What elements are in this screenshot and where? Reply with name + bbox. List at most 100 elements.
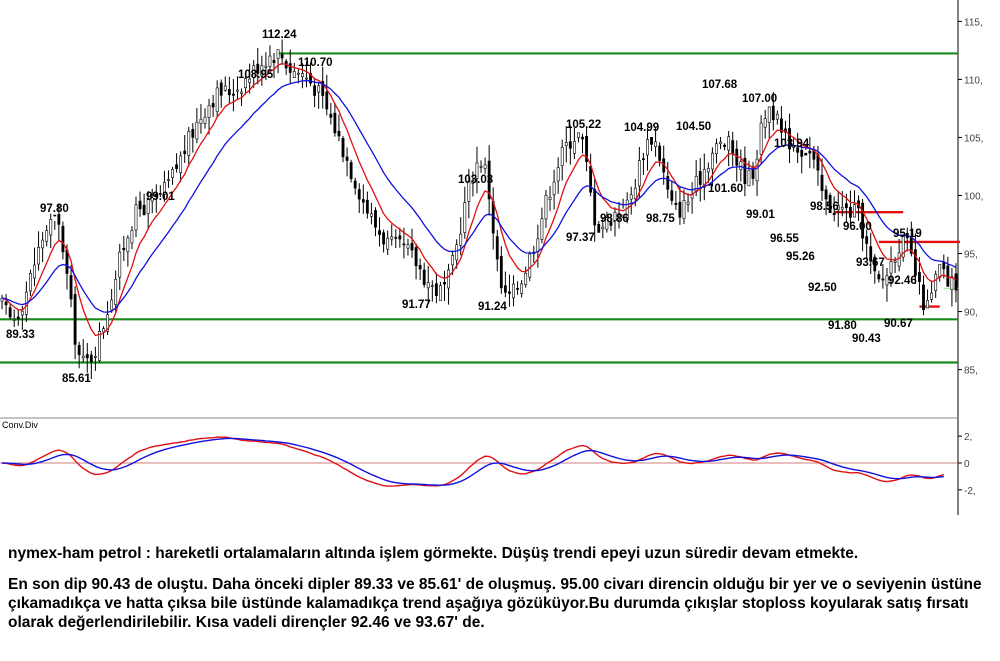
candle-body [292, 71, 296, 78]
candle-body [16, 316, 20, 320]
commentary-detail: En son dip 90.43 de oluştu. Daha önceki … [8, 576, 982, 631]
candle-body [844, 203, 848, 209]
candle-body [893, 260, 897, 263]
candle-body [317, 85, 321, 93]
oscillator-title: Conv.Div [2, 420, 38, 430]
candle-body [877, 274, 881, 280]
price-annotation: 91.77 [402, 299, 431, 311]
candle-body [223, 85, 227, 91]
candle-body [581, 136, 584, 140]
candle-body [609, 221, 613, 226]
candle-body [670, 190, 674, 201]
candle-body [800, 149, 804, 157]
candle-body [53, 214, 57, 217]
candle-body [455, 244, 459, 261]
candle-body [207, 105, 211, 118]
candle-body [98, 331, 101, 361]
candle-body [118, 251, 122, 278]
price-annotation: 89.33 [6, 329, 35, 341]
candle-body [568, 141, 572, 149]
candle-body [268, 55, 272, 67]
candle-body [499, 255, 503, 289]
signal-line [1, 437, 944, 486]
candle-body [840, 207, 844, 210]
candle-body [646, 139, 649, 156]
candle-body [382, 232, 386, 245]
candle-body [715, 143, 718, 155]
candle-body [512, 283, 515, 299]
candle-body [280, 54, 284, 59]
candle-body [296, 72, 300, 75]
candle-body [739, 161, 743, 171]
candle-body [357, 189, 361, 200]
candle-body [203, 116, 207, 124]
candle-body [459, 233, 463, 246]
candle-body [102, 328, 105, 333]
candle-body [353, 180, 357, 189]
candle-body [8, 307, 12, 318]
candle-body [678, 201, 682, 218]
candle-body [219, 82, 223, 96]
candle-body [861, 202, 865, 239]
candle-body [913, 249, 917, 276]
candle-body [796, 147, 800, 153]
candle-body [585, 136, 588, 162]
candle-body [463, 202, 467, 233]
price-annotation: 97.37 [566, 232, 595, 244]
price-annotation: 85.61 [62, 373, 91, 385]
candle-body [325, 91, 329, 110]
price-annotation: 107.00 [742, 93, 777, 105]
candle-body [77, 344, 81, 356]
candle-body [788, 128, 791, 150]
candle-body [885, 275, 889, 286]
candle-body [471, 180, 475, 184]
candle-body [950, 276, 954, 290]
candle-body [743, 157, 747, 185]
candle-body [57, 214, 61, 225]
candle-body [516, 287, 519, 290]
candle-body [337, 130, 341, 137]
candle-body [747, 169, 751, 187]
candle-body [577, 132, 580, 138]
candle-body [199, 118, 203, 124]
price-annotation: 98.56 [810, 201, 839, 213]
candle-body [386, 237, 390, 250]
candle-body [926, 300, 929, 309]
candle-body [451, 255, 455, 266]
candle-body [621, 214, 625, 218]
price-annotation: 104.50 [676, 121, 711, 133]
candle-body [633, 187, 637, 199]
candle-body [171, 169, 174, 178]
candle-body [889, 261, 893, 274]
candle-body [654, 141, 657, 147]
candle-body [394, 237, 398, 239]
ma-fast-line [1, 62, 957, 337]
candle-body [954, 273, 958, 291]
candle-body [544, 194, 548, 220]
candle-body [540, 218, 544, 240]
candle-body [922, 284, 925, 311]
y-tick-label: 115, [964, 17, 983, 28]
candle-body [4, 301, 8, 306]
candle-body [162, 181, 166, 195]
candle-body [479, 165, 483, 168]
candle-body [361, 199, 365, 203]
candle-body [508, 291, 511, 294]
candle-body [698, 171, 702, 185]
candle-body [617, 213, 621, 215]
candle-body [37, 247, 40, 265]
oscillator-tick-label: -2, [964, 486, 976, 497]
y-tick-label: 90, [964, 308, 978, 319]
candle-body [439, 285, 442, 301]
candle-body [767, 106, 771, 123]
price-annotation: 92.50 [808, 282, 837, 294]
candle-body [321, 80, 325, 96]
candle-body [345, 156, 349, 161]
candle-body [240, 91, 243, 94]
candle-body [528, 253, 532, 278]
candle-body [29, 272, 32, 292]
candle-body [130, 230, 134, 244]
candle-body [272, 60, 276, 63]
candle-body [552, 181, 556, 196]
candle-body [276, 49, 280, 59]
